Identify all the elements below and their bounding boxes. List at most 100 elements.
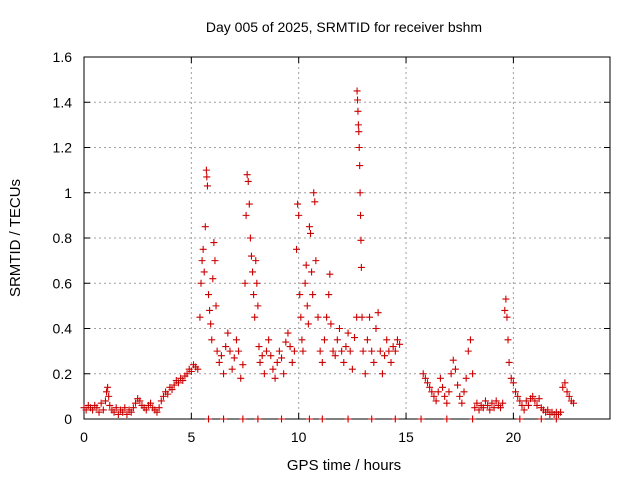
data-point [132,399,140,407]
y-tick-label: 0 [64,411,72,427]
data-point [333,336,341,344]
data-point [512,388,520,396]
data-point [318,415,326,423]
axis-ticks [83,56,610,420]
data-point [203,173,211,181]
data-point [164,390,172,398]
data-point [201,223,209,231]
data-point [297,313,305,321]
data-point [226,347,234,355]
data-point [119,408,127,416]
data-point [363,336,371,344]
data-point [419,370,427,378]
data-point [170,381,178,389]
data-point [436,374,444,382]
data-point [469,415,477,423]
data-point [290,347,298,355]
data-point [235,347,243,355]
data-point [505,358,513,366]
data-point [295,211,303,219]
data-point [267,352,275,360]
data-point [507,374,515,382]
data-point [249,268,257,276]
x-tick-label: 10 [291,429,307,445]
data-point [570,399,578,407]
data-point [561,379,569,387]
data-point [305,415,313,423]
data-point [293,245,301,253]
data-point [447,370,455,378]
x-tick-label: 20 [506,429,522,445]
data-point [354,121,362,129]
data-point [123,410,131,418]
data-point [110,408,118,416]
chart-title: Day 005 of 2025, SRMTID for receiver bsh… [206,19,482,35]
data-point [502,295,510,303]
data-point [565,392,573,400]
data-point [251,313,259,321]
data-point [391,415,399,423]
data-point [443,399,451,407]
data-point [535,395,543,403]
data-point [159,392,167,400]
data-point [529,392,537,400]
y-tick-label: 0.8 [53,230,73,246]
data-point [426,383,434,391]
data-point [299,347,307,355]
data-point [355,128,363,136]
data-point [357,263,365,271]
data-point [559,383,567,391]
data-point [208,336,216,344]
data-point [278,354,286,362]
data-point [342,343,350,351]
data-point [484,401,492,409]
data-point [260,370,268,378]
data-point [488,399,496,407]
data-point [284,329,292,337]
data-point [458,399,466,407]
data-point [97,399,105,407]
data-point [434,388,442,396]
data-point [129,404,137,412]
data-point [200,268,208,276]
x-tick-label: 15 [398,429,414,445]
data-point [199,245,207,253]
y-axis-label: SRMTID / TECUs [7,179,24,297]
data-point [344,329,352,337]
data-point [187,367,195,375]
data-point [198,257,206,265]
data-point [106,401,114,409]
data-point [391,347,399,355]
data-point [114,410,122,418]
y-tick-label: 0.4 [53,321,73,337]
data-point [237,374,245,382]
data-point [552,415,560,423]
data-point [381,352,389,360]
y-tick-label: 0.6 [53,275,73,291]
data-point [323,313,331,321]
data-point [103,388,111,396]
data-point [82,406,90,414]
data-point [174,379,182,387]
data-point [104,383,112,391]
data-point [269,365,277,373]
data-point [335,325,343,332]
data-point [524,401,532,409]
data-point [183,370,191,378]
data-point [244,177,252,185]
data-point [460,388,468,396]
data-point [217,352,225,360]
data-point [368,347,376,355]
data-point [194,365,202,373]
data-point [256,358,264,366]
data-point [531,397,539,405]
data-point [370,358,378,366]
data-point [329,347,337,355]
data-point [492,397,500,405]
data-point [466,336,474,344]
data-point [499,399,507,407]
data-point [338,347,346,355]
data-point [207,320,215,328]
data-point [471,404,479,412]
data-point [387,358,395,366]
